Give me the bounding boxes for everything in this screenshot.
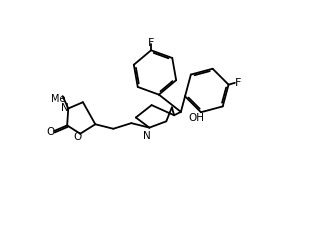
Text: F: F <box>235 78 241 88</box>
Text: Me: Me <box>51 94 66 104</box>
Text: N: N <box>143 130 151 140</box>
Text: F: F <box>148 37 154 47</box>
Text: OH: OH <box>188 112 204 122</box>
Text: O: O <box>47 127 55 137</box>
Text: O: O <box>73 131 81 141</box>
Text: N: N <box>61 102 69 112</box>
